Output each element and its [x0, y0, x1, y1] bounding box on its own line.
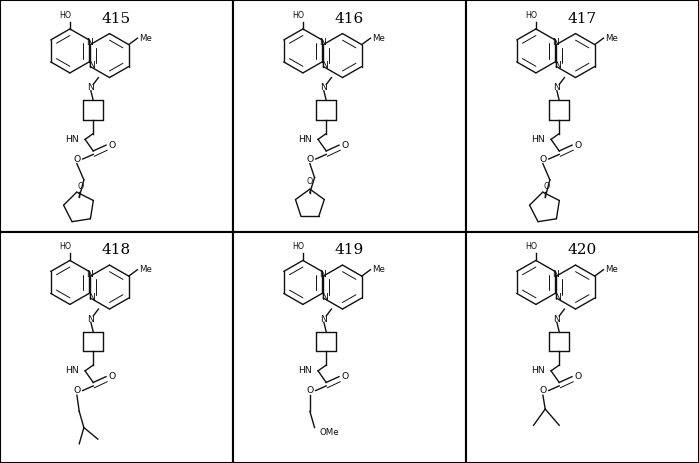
Text: N: N — [319, 38, 326, 47]
Text: HN: HN — [66, 366, 79, 375]
Text: O: O — [73, 155, 80, 163]
Text: HN: HN — [298, 366, 312, 375]
Text: O: O — [307, 177, 313, 186]
Text: O: O — [341, 372, 349, 381]
Text: N: N — [552, 270, 559, 279]
Text: HO: HO — [59, 11, 71, 19]
Text: 415: 415 — [102, 12, 131, 25]
Text: 419: 419 — [335, 243, 364, 257]
Text: N: N — [86, 270, 93, 279]
Text: O: O — [73, 386, 80, 395]
Text: 420: 420 — [568, 243, 597, 257]
Text: O: O — [539, 386, 547, 395]
Text: O: O — [539, 155, 547, 163]
Text: Me: Me — [372, 34, 384, 43]
Text: Me: Me — [138, 34, 152, 43]
Text: OMe: OMe — [319, 428, 339, 437]
Text: N: N — [554, 83, 561, 93]
Text: HN: HN — [531, 366, 545, 375]
Text: N: N — [322, 62, 329, 70]
Text: HO: HO — [525, 11, 538, 19]
Text: Me: Me — [605, 265, 617, 274]
Text: 418: 418 — [102, 243, 131, 257]
Text: N: N — [89, 62, 96, 70]
Text: HO: HO — [292, 242, 304, 251]
Text: 417: 417 — [568, 12, 597, 25]
Text: O: O — [78, 182, 83, 191]
Text: O: O — [108, 141, 115, 150]
Text: HO: HO — [59, 242, 71, 251]
Text: Me: Me — [138, 265, 152, 274]
Text: Me: Me — [605, 34, 617, 43]
Text: N: N — [86, 38, 93, 47]
Text: N: N — [554, 315, 561, 324]
Text: N: N — [322, 293, 329, 302]
Text: O: O — [574, 372, 582, 381]
Text: HN: HN — [531, 135, 545, 144]
Text: O: O — [543, 182, 549, 191]
Text: N: N — [87, 315, 94, 324]
Text: HO: HO — [292, 11, 304, 19]
Text: N: N — [552, 38, 559, 47]
Text: N: N — [320, 315, 327, 324]
Text: N: N — [554, 293, 561, 302]
Text: O: O — [574, 141, 582, 150]
Text: N: N — [320, 83, 327, 93]
Text: 416: 416 — [335, 12, 364, 25]
Text: N: N — [89, 293, 96, 302]
Text: O: O — [306, 155, 314, 163]
Text: N: N — [554, 62, 561, 70]
Text: O: O — [108, 372, 115, 381]
Text: N: N — [87, 83, 94, 93]
Text: HN: HN — [298, 135, 312, 144]
Text: HN: HN — [66, 135, 79, 144]
Text: O: O — [341, 141, 349, 150]
Text: O: O — [306, 386, 314, 395]
Text: Me: Me — [372, 265, 384, 274]
Text: HO: HO — [525, 242, 538, 251]
Text: N: N — [319, 270, 326, 279]
